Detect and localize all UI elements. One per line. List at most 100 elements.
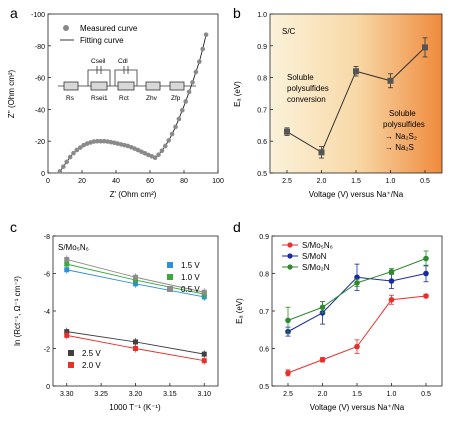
annot-conversion: conversion <box>287 95 326 104</box>
panel-c-ytick-label: -2 <box>44 347 50 354</box>
measured-point <box>108 139 114 145</box>
circuit-label-rct: Rct <box>119 95 129 102</box>
measured-point <box>105 139 110 144</box>
panel-c-ytick-label: -4 <box>44 309 50 316</box>
measured-point <box>163 143 168 149</box>
panel-c-xtick-label: 3.15 <box>163 391 177 398</box>
panel-b-ytick-label: 0.5 <box>257 171 267 178</box>
measured-point <box>101 138 107 144</box>
panel-c-xtick-label: 3.25 <box>94 391 108 398</box>
panel-a-xtick-label: 0 <box>46 178 50 185</box>
measured-point <box>152 155 158 161</box>
panel-a-xtick-label: 20 <box>78 178 86 185</box>
panel-a-xtick-label: 80 <box>180 178 188 185</box>
series-point <box>201 358 207 364</box>
panel-d-xtick-label: 2.0 <box>318 391 328 398</box>
panel-a-xtick-label: 40 <box>112 178 120 185</box>
panel-a-frame <box>47 13 219 174</box>
panel-a-ytick-label: -60 <box>35 76 45 83</box>
legend-label: S/Mo₅N₆ <box>302 241 333 250</box>
ea-point <box>284 128 290 135</box>
series-point <box>133 339 138 345</box>
panel-c-xtick-label: 3.20 <box>129 391 143 398</box>
measured-point <box>197 59 202 64</box>
annot-polysulfides-2: polysulfides <box>383 120 425 129</box>
panel-a-axes: 0 20 40 60 80 100 0 -20 -40 -60 -80 -100 <box>31 12 224 185</box>
panel-d-ytick-label: 0.7 <box>259 309 269 316</box>
measured-point <box>183 99 188 104</box>
panel-b-frame <box>269 13 443 174</box>
circuit-label-zhv: Zhv <box>146 95 158 102</box>
panel-b-ytick-label: 0.6 <box>257 139 267 146</box>
panel-a-xtick-label: 60 <box>146 178 154 185</box>
panel-c-ylabel: ln (Rct⁻¹, Ω⁻¹ cm⁻²) <box>13 276 22 346</box>
panel-d-ylabel: Eₐ (eV) <box>235 298 244 324</box>
measured-point <box>186 89 192 95</box>
series-point <box>354 274 360 281</box>
measured-point <box>64 159 69 165</box>
panel-d-ytick-label: 0.9 <box>259 234 269 241</box>
measured-point <box>78 145 83 150</box>
legend-marker <box>68 362 74 368</box>
panel-b-ylabel: Eₐ (eV) <box>233 81 242 107</box>
panel-b-xtick-label: 0.5 <box>420 178 430 185</box>
panel-b-ytick-label: 0.7 <box>257 107 267 114</box>
series-point <box>354 280 360 286</box>
panel-letter-d: d <box>233 219 241 235</box>
panel-a-ytick-label: -40 <box>35 107 45 114</box>
circuit-label-rsei1: Rsei1 <box>91 95 108 102</box>
legend-label: S/MoN <box>302 252 327 261</box>
equivalent-circuit <box>58 66 196 91</box>
panel-b-ytick-label: 1.0 <box>257 12 267 19</box>
panel-a-ytick-label: 0 <box>41 171 45 178</box>
series-point <box>64 261 70 267</box>
series-point <box>388 268 395 275</box>
annot-soluble-1: Soluble <box>287 73 314 82</box>
panel-b-axes: 2.5 2.0 1.5 1.0 0.5 0.5 0.6 0.7 0.8 0.9 1.0 <box>257 12 430 185</box>
panel-a-ylabel: Z'' (Ohm cm²) <box>7 69 16 118</box>
series-point <box>285 370 291 376</box>
legend-marker <box>167 274 173 280</box>
panel-c-tag: S/Mo₅N₆ <box>58 243 89 252</box>
series-point <box>423 293 429 299</box>
annot-polysulfides-1: polysulfides <box>287 84 329 93</box>
measured-point <box>193 69 199 75</box>
panel-d-xtick-label: 1.0 <box>387 391 397 398</box>
panel-a-xlabel: Z' (Ohm cm²) <box>110 190 157 199</box>
annot-na2s: → Na₂S <box>385 143 414 152</box>
panel-b-xtick-label: 1.5 <box>351 178 361 185</box>
legend-measured: Measured curve <box>80 24 138 33</box>
panel-c-ytick-label: 0 <box>46 384 50 391</box>
legend-label: 1.5 V <box>181 261 200 270</box>
circuit-label-cdl: Cdl <box>118 58 128 65</box>
measured-point <box>57 169 63 174</box>
panel-c: 3.30 3.25 3.20 3.15 3.10 -8 -6 -4 -2 0 1.5 V 1.0 V… <box>13 234 219 412</box>
legend-marker <box>167 262 173 268</box>
ea-point <box>387 77 394 84</box>
measured-point <box>67 154 73 160</box>
legend-label: 2.0 V <box>82 361 101 370</box>
circuit-label-zfp: Zfp <box>171 95 181 102</box>
panel-c-legend: 1.5 V 1.0 V 0.5 V 2.5 V 2.0 V <box>68 261 200 370</box>
series-line <box>287 295 427 374</box>
panel-b-series <box>284 37 428 159</box>
series-point <box>388 296 395 303</box>
series-point <box>319 356 326 363</box>
measured-point <box>91 139 97 144</box>
measured-point <box>190 80 195 85</box>
series-point <box>354 343 360 350</box>
panel-b: 2.5 2.0 1.5 1.0 0.5 0.5 0.6 0.7 0.8 0.9 1.0 S/C So… <box>233 12 443 199</box>
measured-point <box>173 124 178 130</box>
measured-point <box>95 138 100 144</box>
panel-b-xtick-label: 2.0 <box>317 178 327 185</box>
legend-marker <box>68 350 74 356</box>
series-point <box>201 351 207 357</box>
panel-b-xtick-label: 2.5 <box>282 178 292 185</box>
panel-a: 0 20 40 60 80 100 0 -20 -40 -60 -80 -100 Measured c… <box>7 12 224 199</box>
panel-c-ytick-label: -8 <box>44 234 50 241</box>
legend-measured-marker <box>63 25 69 31</box>
panel-b-ytick-label: 0.9 <box>257 44 267 51</box>
panel-d-legend: S/Mo₅N₆ S/MoN S/Mo₂N <box>282 241 333 272</box>
legend-marker <box>167 286 173 292</box>
